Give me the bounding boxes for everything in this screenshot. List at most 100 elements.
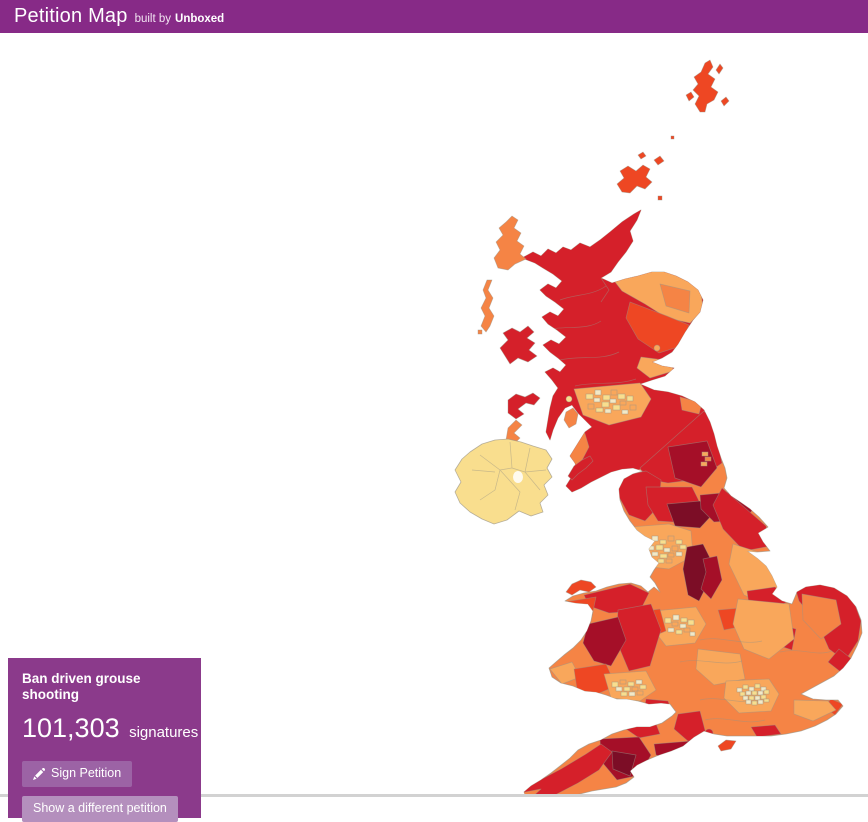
- constituency-cell[interactable]: [619, 400, 627, 406]
- constituency-cell[interactable]: [659, 539, 667, 545]
- region-dundee[interactable]: [653, 344, 661, 352]
- region-arran[interactable]: [563, 407, 579, 429]
- constituency-cell[interactable]: [665, 558, 673, 564]
- region-isle-of-wight[interactable]: [717, 739, 737, 752]
- constituency-cell[interactable]: [604, 408, 612, 414]
- constituency-cell[interactable]: [593, 397, 601, 403]
- constituency-cell[interactable]: [609, 398, 617, 404]
- region-dorset[interactable]: [653, 740, 702, 763]
- region-lewis-harris[interactable]: [493, 215, 527, 271]
- constituency-cell[interactable]: [757, 690, 764, 696]
- constituency-cell[interactable]: [680, 617, 688, 623]
- constituency-cell[interactable]: [611, 681, 619, 688]
- bottom-scrollbar[interactable]: [0, 794, 868, 797]
- constituency-cell[interactable]: [745, 690, 752, 696]
- constituency-cell[interactable]: [687, 619, 695, 626]
- constituency-cell[interactable]: [659, 553, 668, 559]
- constituency-cell[interactable]: [612, 404, 621, 411]
- region-isle-of-man[interactable]: [567, 455, 594, 481]
- constituency-cell[interactable]: [745, 699, 752, 705]
- constituency-cell[interactable]: [742, 695, 749, 701]
- constituency-cell[interactable]: [615, 686, 623, 692]
- constituency-cell[interactable]: [757, 699, 764, 705]
- constituency-cell[interactable]: [667, 627, 675, 633]
- constituency-cell[interactable]: [617, 393, 626, 400]
- constituency-cell[interactable]: [675, 629, 683, 635]
- constituency-cell[interactable]: [635, 679, 643, 685]
- constituency-cell[interactable]: [679, 544, 687, 550]
- constituency-cell[interactable]: [602, 394, 611, 401]
- region-skye[interactable]: [499, 325, 538, 365]
- region-northern-ireland[interactable]: [454, 438, 553, 525]
- constituency-cell[interactable]: [760, 686, 767, 692]
- region-angus[interactable]: [625, 301, 690, 354]
- region-mull[interactable]: [507, 392, 541, 420]
- region-norfolk-inner[interactable]: [801, 593, 842, 640]
- region-cambridgeshire[interactable]: [732, 598, 795, 660]
- constituency-cluster-tyneside[interactable]: [700, 451, 712, 467]
- region-kent[interactable]: [793, 699, 837, 722]
- constituency-cell[interactable]: [689, 631, 696, 637]
- constituency-cell[interactable]: [636, 690, 644, 696]
- constituency-cluster-london[interactable]: [736, 683, 770, 706]
- constituency-cell[interactable]: [657, 558, 665, 564]
- region-gordon[interactable]: [659, 283, 691, 314]
- constituency-cell[interactable]: [667, 552, 675, 558]
- constituency-cell[interactable]: [763, 689, 770, 695]
- constituency-cell[interactable]: [585, 393, 594, 400]
- constituency-cell[interactable]: [742, 684, 749, 690]
- region-ceredigion[interactable]: [582, 616, 627, 667]
- constituency-cell[interactable]: [621, 409, 629, 415]
- region-shetland-isle[interactable]: [715, 63, 724, 75]
- constituency-cluster-central-scotland[interactable]: [585, 389, 637, 415]
- constituency-cell[interactable]: [623, 686, 631, 692]
- constituency-cell[interactable]: [739, 691, 746, 697]
- constituency-cell[interactable]: [754, 683, 761, 689]
- constituency-cell[interactable]: [619, 679, 627, 685]
- constituency-cell[interactable]: [763, 698, 770, 703]
- constituency-cell[interactable]: [601, 401, 610, 408]
- constituency-cell[interactable]: [663, 547, 671, 553]
- constituency-cell[interactable]: [736, 687, 743, 693]
- constituency-cell[interactable]: [587, 403, 595, 410]
- constituency-cell[interactable]: [631, 686, 639, 692]
- region-uists[interactable]: [480, 279, 495, 333]
- region-bute[interactable]: [565, 395, 573, 403]
- constituency-cell[interactable]: [627, 681, 635, 687]
- region-shetland[interactable]: [692, 59, 719, 113]
- constituency-cell[interactable]: [594, 389, 602, 396]
- constituency-cell[interactable]: [651, 535, 659, 542]
- constituency-cell[interactable]: [701, 451, 709, 457]
- show-different-petition-button[interactable]: Show a different petition: [22, 795, 178, 822]
- region-bristol[interactable]: [643, 698, 674, 721]
- constituency-cell[interactable]: [655, 544, 664, 551]
- region-carmarthen[interactable]: [573, 663, 617, 696]
- constituency-cell[interactable]: [700, 461, 708, 467]
- region-brighton[interactable]: [750, 724, 782, 738]
- region-cornwall[interactable]: [519, 743, 613, 799]
- constituency-cell[interactable]: [664, 617, 672, 624]
- constituency-cell[interactable]: [672, 614, 680, 621]
- constituency-cell[interactable]: [639, 684, 647, 690]
- sign-petition-button[interactable]: Sign Petition: [22, 761, 133, 787]
- region-shetland-isle[interactable]: [685, 91, 695, 102]
- constituency-cell[interactable]: [651, 551, 659, 557]
- constituency-cell[interactable]: [628, 691, 636, 697]
- constituency-cell[interactable]: [751, 690, 758, 696]
- region-barra[interactable]: [477, 329, 483, 335]
- constituency-cell[interactable]: [667, 535, 675, 542]
- constituency-cell[interactable]: [620, 691, 628, 697]
- constituency-cell[interactable]: [748, 686, 755, 692]
- region-orkney-isle[interactable]: [657, 195, 663, 201]
- constituency-cell[interactable]: [754, 695, 761, 701]
- constituency-cell[interactable]: [595, 407, 604, 413]
- constituency-cell[interactable]: [671, 621, 679, 627]
- constituency-cell[interactable]: [751, 700, 758, 706]
- constituency-cell[interactable]: [675, 551, 683, 557]
- region-central-belt[interactable]: [573, 382, 652, 426]
- constituency-cell[interactable]: [683, 627, 691, 633]
- constituency-cell[interactable]: [610, 389, 618, 396]
- constituency-cell[interactable]: [671, 545, 679, 552]
- region-anglesey[interactable]: [565, 579, 597, 596]
- region-fair-isle[interactable]: [670, 135, 675, 140]
